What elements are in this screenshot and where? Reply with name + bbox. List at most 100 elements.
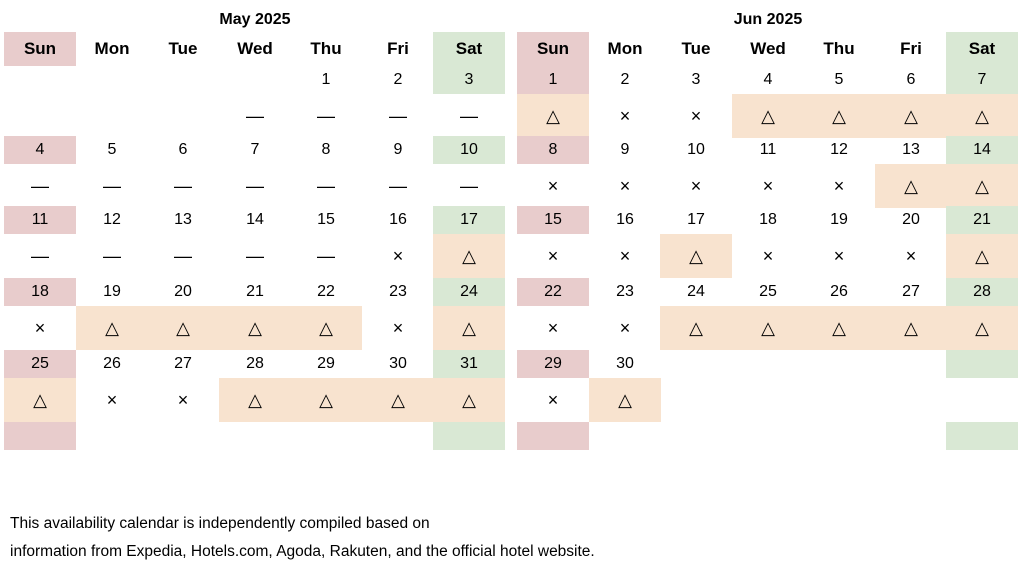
availability-status[interactable]: — (460, 106, 478, 126)
availability-status[interactable]: × (392, 318, 404, 338)
availability-status[interactable]: × (106, 390, 118, 410)
availability-status[interactable]: × (905, 246, 917, 266)
availability-status[interactable]: — (246, 176, 264, 196)
weekday-header-sat: Sat (946, 32, 1018, 66)
availability-status[interactable]: — (389, 106, 407, 126)
day-number: 5 (107, 141, 117, 158)
availability-status[interactable]: × (547, 246, 559, 266)
day-number: 31 (433, 350, 505, 378)
availability-status[interactable]: — (317, 246, 335, 266)
availability-status[interactable]: △ (589, 378, 661, 422)
availability-status[interactable]: △ (290, 306, 362, 350)
availability-status[interactable]: × (619, 318, 631, 338)
availability-status[interactable]: — (317, 176, 335, 196)
day-number: 4 (4, 136, 76, 164)
day-number: 2 (620, 71, 630, 88)
availability-status[interactable]: — (103, 246, 121, 266)
day-number: 24 (433, 278, 505, 306)
availability-status[interactable]: △ (517, 94, 589, 138)
sunday-footer-band (517, 422, 589, 450)
weekday-header-fri: Fri (387, 39, 409, 58)
availability-status[interactable]: × (619, 246, 631, 266)
availability-status[interactable]: △ (4, 378, 76, 422)
availability-status[interactable]: — (174, 176, 192, 196)
weekday-header-tue: Tue (168, 39, 198, 58)
empty-day-cell (946, 350, 1018, 378)
day-number: 2 (393, 71, 403, 88)
day-number: 12 (830, 141, 848, 158)
empty-status-cell (76, 94, 148, 138)
availability-status[interactable]: — (246, 246, 264, 266)
availability-status[interactable]: × (762, 246, 774, 266)
empty-day-cell (732, 350, 804, 378)
day-number: 26 (103, 355, 121, 372)
day-number: 9 (620, 141, 630, 158)
day-number: 25 (4, 350, 76, 378)
day-number: 7 (250, 141, 260, 158)
availability-status[interactable]: △ (803, 306, 875, 350)
availability-status[interactable]: △ (946, 306, 1018, 350)
availability-status[interactable]: △ (433, 234, 505, 278)
availability-status[interactable]: △ (219, 378, 291, 422)
availability-status[interactable]: △ (147, 306, 219, 350)
availability-status[interactable]: × (690, 176, 702, 196)
availability-status[interactable]: — (460, 176, 478, 196)
day-number: 28 (946, 278, 1018, 306)
availability-status[interactable]: × (690, 106, 702, 126)
weekday-header-sun: Sun (517, 32, 589, 66)
availability-status[interactable]: — (31, 246, 49, 266)
day-number: 27 (174, 355, 192, 372)
availability-status[interactable]: — (103, 176, 121, 196)
footnote-line-2: information from Expedia, Hotels.com, Ag… (10, 543, 595, 560)
availability-status[interactable]: × (833, 246, 845, 266)
day-number: 6 (178, 141, 188, 158)
day-number: 29 (317, 355, 335, 372)
availability-status[interactable]: × (547, 390, 559, 410)
availability-status[interactable]: — (31, 176, 49, 196)
availability-status[interactable]: △ (433, 378, 505, 422)
availability-status[interactable]: × (392, 246, 404, 266)
availability-status[interactable]: △ (875, 306, 947, 350)
day-number: 30 (616, 355, 634, 372)
availability-status[interactable]: × (34, 318, 46, 338)
availability-status[interactable]: △ (732, 94, 804, 138)
availability-status[interactable]: △ (946, 164, 1018, 208)
availability-status[interactable]: × (619, 176, 631, 196)
availability-status[interactable]: △ (290, 378, 362, 422)
availability-status[interactable]: △ (660, 234, 732, 278)
day-number: 14 (946, 136, 1018, 164)
footnote-line-1: This availability calendar is independen… (10, 515, 430, 532)
availability-status[interactable]: △ (875, 94, 947, 138)
day-number: 13 (174, 211, 192, 228)
empty-status-cell (732, 378, 804, 422)
empty-status-cell (946, 378, 1018, 422)
availability-status[interactable]: × (547, 176, 559, 196)
availability-status[interactable]: — (246, 106, 264, 126)
availability-status[interactable]: — (389, 176, 407, 196)
day-number: 24 (687, 283, 705, 300)
availability-status[interactable]: △ (362, 378, 434, 422)
availability-status[interactable]: △ (219, 306, 291, 350)
availability-status[interactable]: × (833, 176, 845, 196)
availability-status[interactable]: — (174, 246, 192, 266)
availability-status[interactable]: △ (660, 306, 732, 350)
weekday-header-tue: Tue (681, 39, 711, 58)
day-number: 11 (4, 206, 76, 234)
availability-status[interactable]: △ (433, 306, 505, 350)
availability-status[interactable]: × (177, 390, 189, 410)
day-number: 22 (517, 278, 589, 306)
availability-status[interactable]: × (762, 176, 774, 196)
availability-status[interactable]: △ (732, 306, 804, 350)
availability-status[interactable]: △ (946, 94, 1018, 138)
availability-status[interactable]: × (547, 318, 559, 338)
availability-status[interactable]: △ (76, 306, 148, 350)
availability-status[interactable]: △ (946, 234, 1018, 278)
day-number: 18 (4, 278, 76, 306)
availability-status[interactable]: — (317, 106, 335, 126)
availability-status[interactable]: △ (803, 94, 875, 138)
day-number: 14 (246, 211, 264, 228)
empty-status-cell (660, 378, 732, 422)
availability-status[interactable]: × (619, 106, 631, 126)
availability-status[interactable]: △ (875, 164, 947, 208)
day-number: 19 (830, 211, 848, 228)
